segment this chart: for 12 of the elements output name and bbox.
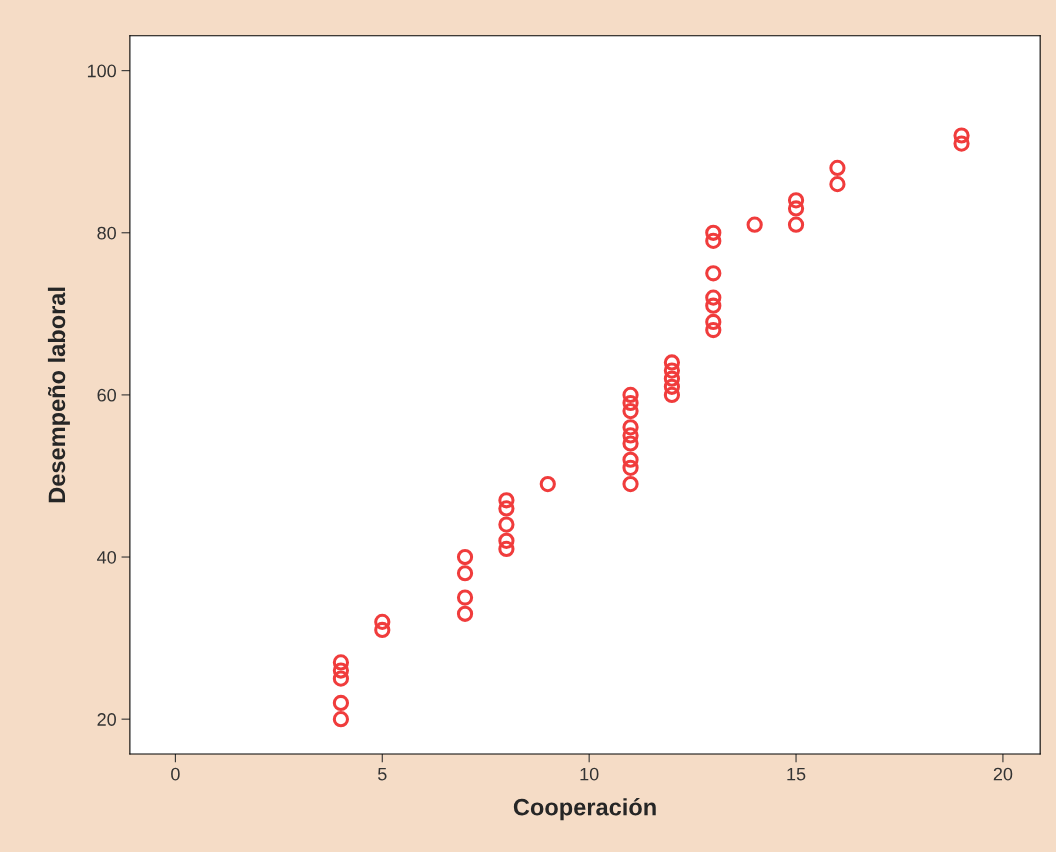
y-tick-label: 80 <box>97 226 116 240</box>
y-tick-label: 60 <box>97 388 116 402</box>
x-tick-label: 5 <box>377 767 387 781</box>
x-tick-label: 0 <box>171 767 180 781</box>
y-tick-label: 40 <box>97 550 116 564</box>
y-tick-label: 100 <box>87 64 116 78</box>
x-tick-label: 10 <box>580 767 599 781</box>
y-axis-title: Desempeño laboral <box>47 287 70 503</box>
x-tick-label: 20 <box>993 767 1013 781</box>
y-tick-label: 20 <box>97 713 116 726</box>
x-axis-title: Cooperación <box>513 797 656 821</box>
x-tick-label: 15 <box>787 767 806 781</box>
